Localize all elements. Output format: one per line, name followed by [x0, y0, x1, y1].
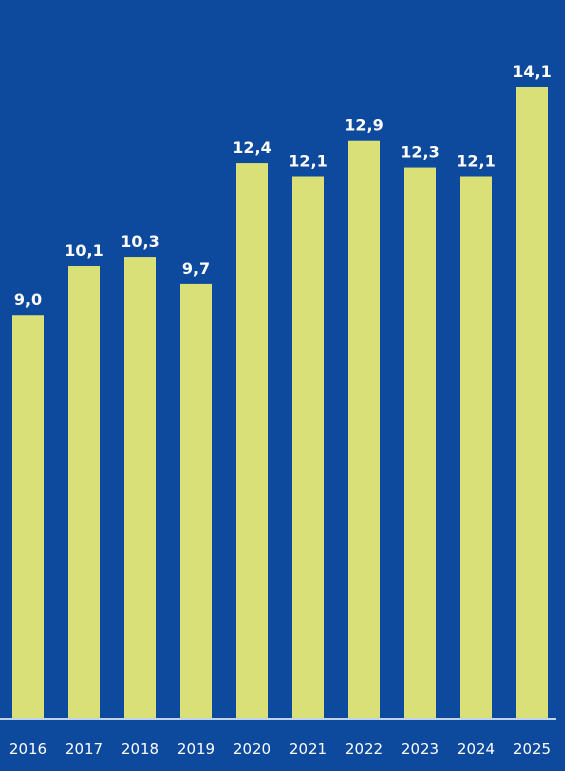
x-tick-label: 2016 — [9, 740, 47, 758]
bar — [460, 176, 492, 718]
value-label: 12,4 — [232, 138, 271, 157]
value-label: 12,1 — [288, 152, 327, 171]
bar — [236, 163, 268, 719]
x-tick-label: 2020 — [233, 740, 271, 758]
value-label: 14,1 — [512, 62, 551, 81]
x-tick-label: 2024 — [457, 740, 495, 758]
x-tick-label: 2023 — [401, 740, 439, 758]
value-label: 12,9 — [344, 116, 383, 135]
bar — [12, 315, 44, 718]
value-label: 12,1 — [456, 152, 495, 171]
value-label: 9,0 — [14, 290, 42, 309]
x-tick-label: 2018 — [121, 740, 159, 758]
bar — [180, 283, 212, 718]
bar — [348, 140, 380, 718]
bar — [68, 266, 100, 718]
value-label: 12,3 — [400, 143, 439, 162]
x-tick-label: 2025 — [513, 740, 551, 758]
x-tick-label: 2017 — [65, 740, 103, 758]
bar — [124, 257, 156, 718]
bar — [516, 87, 548, 718]
value-label: 10,1 — [64, 241, 103, 260]
value-label: 10,3 — [120, 232, 159, 251]
x-tick-label: 2022 — [345, 740, 383, 758]
bar — [292, 176, 324, 718]
bar — [404, 167, 436, 718]
x-tick-label: 2019 — [177, 740, 215, 758]
x-tick-label: 2021 — [289, 740, 327, 758]
value-label: 9,7 — [182, 259, 210, 278]
